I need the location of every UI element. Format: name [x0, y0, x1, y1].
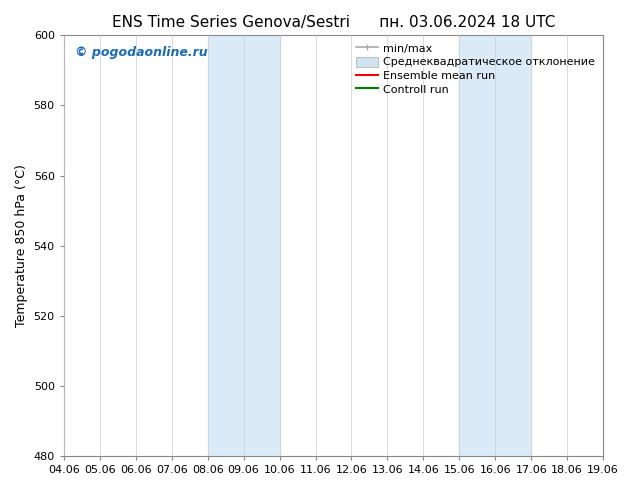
Legend: min/max, Среднеквадратическое отклонение, Ensemble mean run, Controll run: min/max, Среднеквадратическое отклонение… — [351, 39, 600, 99]
Text: © pogodaonline.ru: © pogodaonline.ru — [75, 46, 207, 59]
Bar — [459, 35, 531, 456]
Title: ENS Time Series Genova/Sestri      пн. 03.06.2024 18 UTC: ENS Time Series Genova/Sestri пн. 03.06.… — [112, 15, 555, 30]
Y-axis label: Temperature 850 hPa (°C): Temperature 850 hPa (°C) — [15, 164, 28, 327]
Bar — [208, 35, 280, 456]
